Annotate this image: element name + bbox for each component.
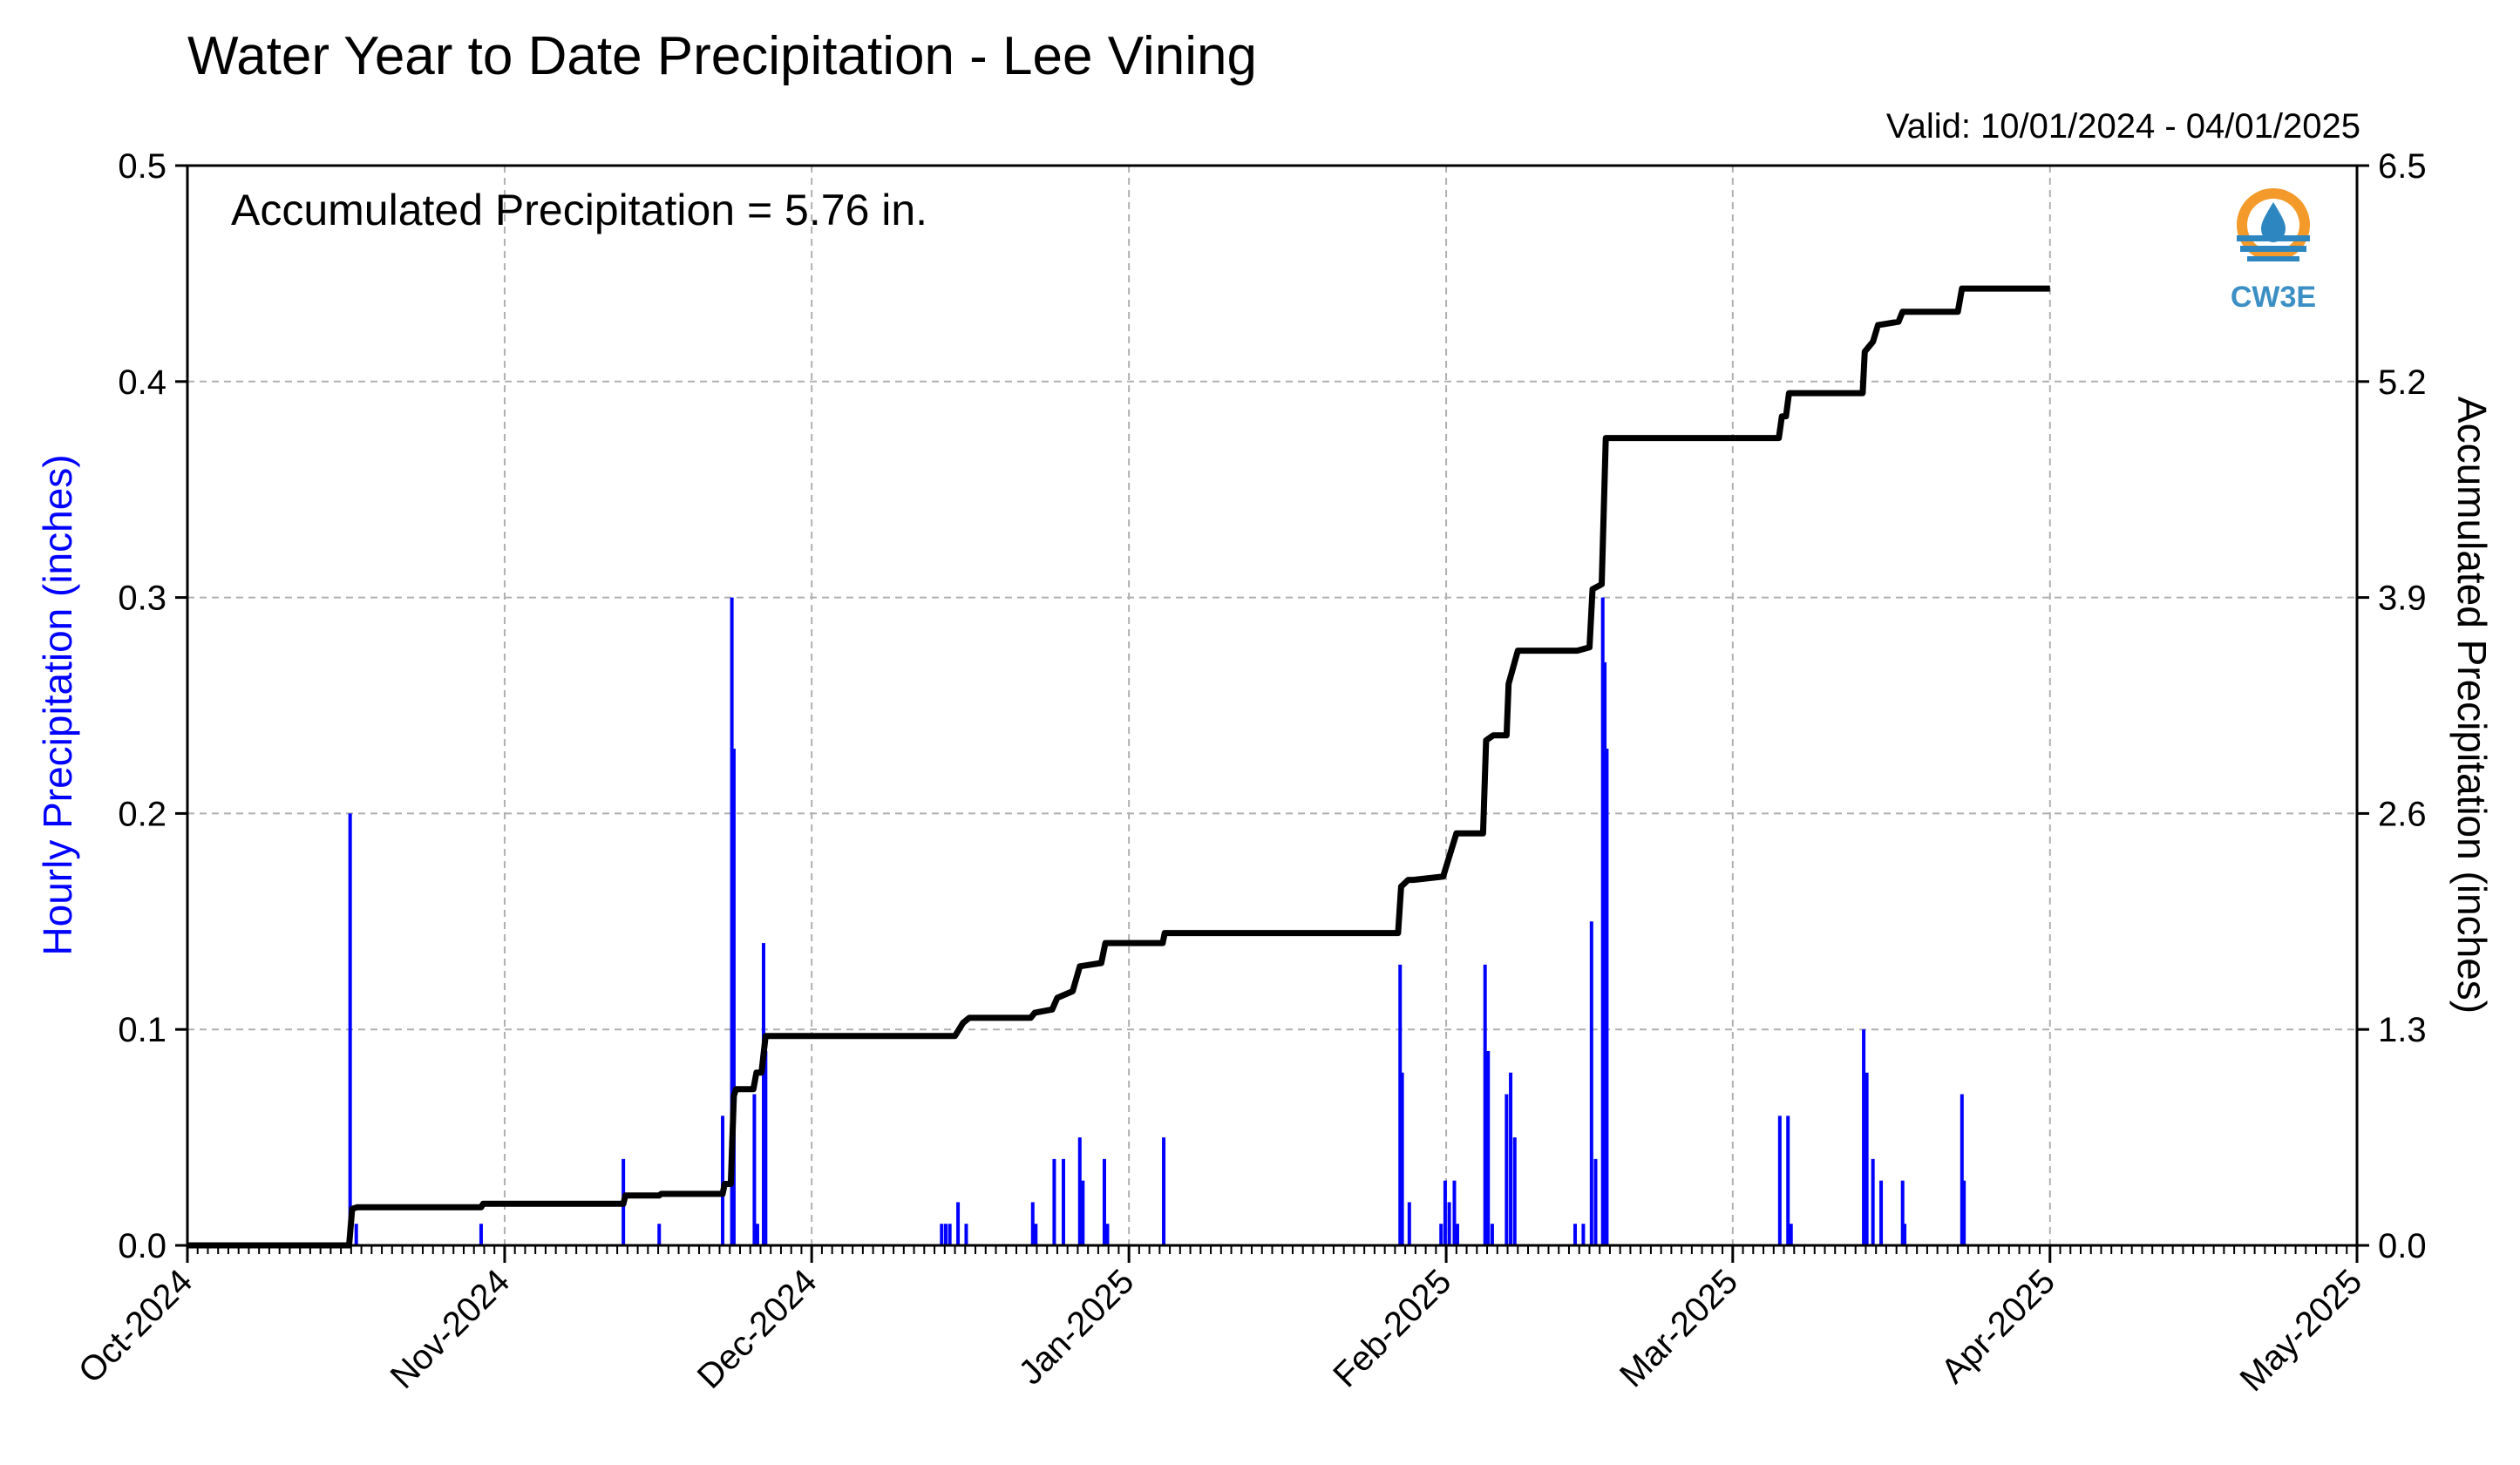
hourly-precip-bar bbox=[1593, 1158, 1598, 1245]
hourly-precip-bar bbox=[1452, 1180, 1457, 1245]
hourly-precip-bar bbox=[1105, 1224, 1110, 1245]
hourly-precip-bar bbox=[657, 1224, 662, 1245]
hourly-precip-bar bbox=[1030, 1202, 1035, 1245]
hourly-precip-bar bbox=[1862, 1029, 1866, 1245]
water-drop-icon bbox=[2261, 202, 2286, 242]
left-y-tick-label: 0.5 bbox=[118, 147, 166, 186]
hourly-precip-bar bbox=[1439, 1224, 1443, 1245]
hourly-precip-bar bbox=[1960, 1094, 1964, 1245]
hourly-precip-bar bbox=[1777, 1116, 1782, 1245]
hourly-precip-bar bbox=[956, 1202, 961, 1245]
left-y-tick-label: 0.2 bbox=[118, 795, 166, 833]
hourly-precip-bar bbox=[1581, 1224, 1586, 1245]
x-tick-label: Nov-2024 bbox=[384, 1262, 518, 1396]
right-y-tick-label: 3.9 bbox=[2378, 580, 2427, 618]
hourly-precip-bar bbox=[1505, 1094, 1509, 1245]
right-y-axis: 0.0 1.3 2.6 3.9 5.2 6.5 bbox=[2357, 147, 2427, 1265]
logo-text: CW3E bbox=[2231, 281, 2316, 314]
hourly-precip-bar bbox=[1447, 1202, 1451, 1245]
hourly-precip-bar bbox=[1061, 1158, 1065, 1245]
x-tick-label: Mar-2025 bbox=[1613, 1262, 1745, 1394]
hourly-precip-bar bbox=[1962, 1180, 1966, 1245]
hourly-precip-bar bbox=[348, 813, 352, 1245]
hourly-precip-bar bbox=[1077, 1137, 1082, 1245]
hourly-precip-bar bbox=[1052, 1158, 1056, 1245]
accumulated-precip-line-group bbox=[187, 285, 2050, 1249]
hourly-precip-bar bbox=[1600, 597, 1605, 1245]
hourly-precip-bar bbox=[940, 1224, 944, 1245]
accumulated-total-annotation: Accumulated Precipitation = 5.76 in. bbox=[231, 186, 927, 234]
plot-frame bbox=[186, 164, 2359, 1247]
hourly-precip-bar bbox=[1605, 749, 1609, 1245]
hourly-precip-bar bbox=[1102, 1158, 1106, 1245]
right-y-tick-label: 0.0 bbox=[2378, 1227, 2427, 1265]
hourly-precip-bar bbox=[1871, 1158, 1875, 1245]
left-y-axis: 0.0 0.1 0.2 0.3 0.4 0.5 bbox=[118, 147, 187, 1265]
hourly-precip-bar bbox=[1486, 1050, 1491, 1245]
right-y-tick-label: 1.3 bbox=[2378, 1011, 2427, 1049]
x-tick-label: May-2025 bbox=[2232, 1262, 2369, 1399]
x-tick-label: Oct-2024 bbox=[71, 1262, 200, 1390]
hourly-precip-bar bbox=[1879, 1180, 1884, 1245]
hourly-precip-bar bbox=[764, 1050, 768, 1245]
right-y-tick-label: 2.6 bbox=[2378, 795, 2427, 833]
right-y-axis-title: Accumulated Precipitation (inches) bbox=[2449, 397, 2495, 1014]
logo-wave-3 bbox=[2247, 256, 2299, 261]
left-y-tick-label: 0.3 bbox=[118, 580, 166, 618]
hourly-precip-bar bbox=[1865, 1072, 1869, 1245]
hourly-precip-bar bbox=[964, 1224, 968, 1245]
chart-title: Water Year to Date Precipitation - Lee V… bbox=[187, 26, 1257, 86]
x-tick-label: Jan-2025 bbox=[1011, 1262, 1141, 1392]
hourly-precip-bar bbox=[948, 1224, 952, 1245]
hourly-precip-bar bbox=[755, 1224, 759, 1245]
hourly-precip-bar bbox=[1589, 921, 1593, 1245]
hourly-precip-bar bbox=[1509, 1072, 1513, 1245]
right-y-tick-label: 6.5 bbox=[2378, 147, 2427, 186]
hourly-precip-bar bbox=[1081, 1180, 1085, 1245]
hourly-precip-bar bbox=[1400, 1072, 1404, 1245]
hourly-precip-bar bbox=[1603, 661, 1607, 1245]
hourly-precip-bar bbox=[1789, 1224, 1793, 1245]
hourly-precip-bars bbox=[348, 597, 1966, 1245]
right-y-tick-label: 5.2 bbox=[2378, 363, 2427, 402]
hourly-precip-bar bbox=[1512, 1137, 1517, 1245]
grid-lines bbox=[187, 166, 2357, 1245]
hourly-precip-bar bbox=[1456, 1224, 1460, 1245]
hourly-precip-bar bbox=[943, 1224, 948, 1245]
hourly-precip-bar bbox=[1398, 964, 1403, 1245]
left-y-tick-label: 0.1 bbox=[118, 1011, 166, 1049]
hourly-precip-bar bbox=[1034, 1224, 1038, 1245]
x-tick-label: Dec-2024 bbox=[690, 1262, 825, 1396]
hourly-precip-bar bbox=[1573, 1224, 1578, 1245]
hourly-precip-bar bbox=[752, 1094, 757, 1245]
hourly-precip-bar bbox=[1162, 1137, 1166, 1245]
left-y-tick-label: 0.4 bbox=[118, 363, 166, 402]
hourly-precip-bar bbox=[1407, 1202, 1411, 1245]
hourly-precip-bar bbox=[761, 943, 765, 1245]
hourly-precip-bar bbox=[1483, 964, 1487, 1245]
hourly-precip-bar bbox=[731, 749, 736, 1245]
hourly-precip-bar bbox=[730, 597, 734, 1245]
x-tick-label: Apr-2025 bbox=[1934, 1262, 2062, 1390]
logo-wave-2 bbox=[2240, 246, 2306, 252]
hourly-precip-bar bbox=[479, 1224, 483, 1245]
x-tick-label: Feb-2025 bbox=[1326, 1262, 1458, 1394]
left-y-tick-label: 0.0 bbox=[118, 1227, 166, 1265]
hourly-precip-bar bbox=[721, 1116, 725, 1245]
accumulated-precip-line bbox=[187, 285, 2050, 1249]
hourly-precip-bar bbox=[1443, 1180, 1447, 1245]
cw3e-logo: CW3E bbox=[2231, 188, 2316, 314]
logo-wave-1 bbox=[2237, 235, 2310, 241]
left-y-axis-title: Hourly Precipitation (inches) bbox=[35, 454, 80, 955]
hourly-precip-bar bbox=[1903, 1224, 1907, 1245]
hourly-precip-bar bbox=[1786, 1116, 1790, 1245]
x-axis: Oct-2024 Nov-2024 Dec-2024 Jan-2025 Feb-2025… bbox=[71, 1245, 2369, 1399]
hourly-precip-bar bbox=[1490, 1224, 1494, 1245]
hourly-precip-bar bbox=[1900, 1180, 1905, 1245]
valid-range-text: Valid: 10/01/2024 - 04/01/2025 bbox=[1886, 107, 2360, 146]
hourly-precip-bar bbox=[354, 1224, 358, 1245]
